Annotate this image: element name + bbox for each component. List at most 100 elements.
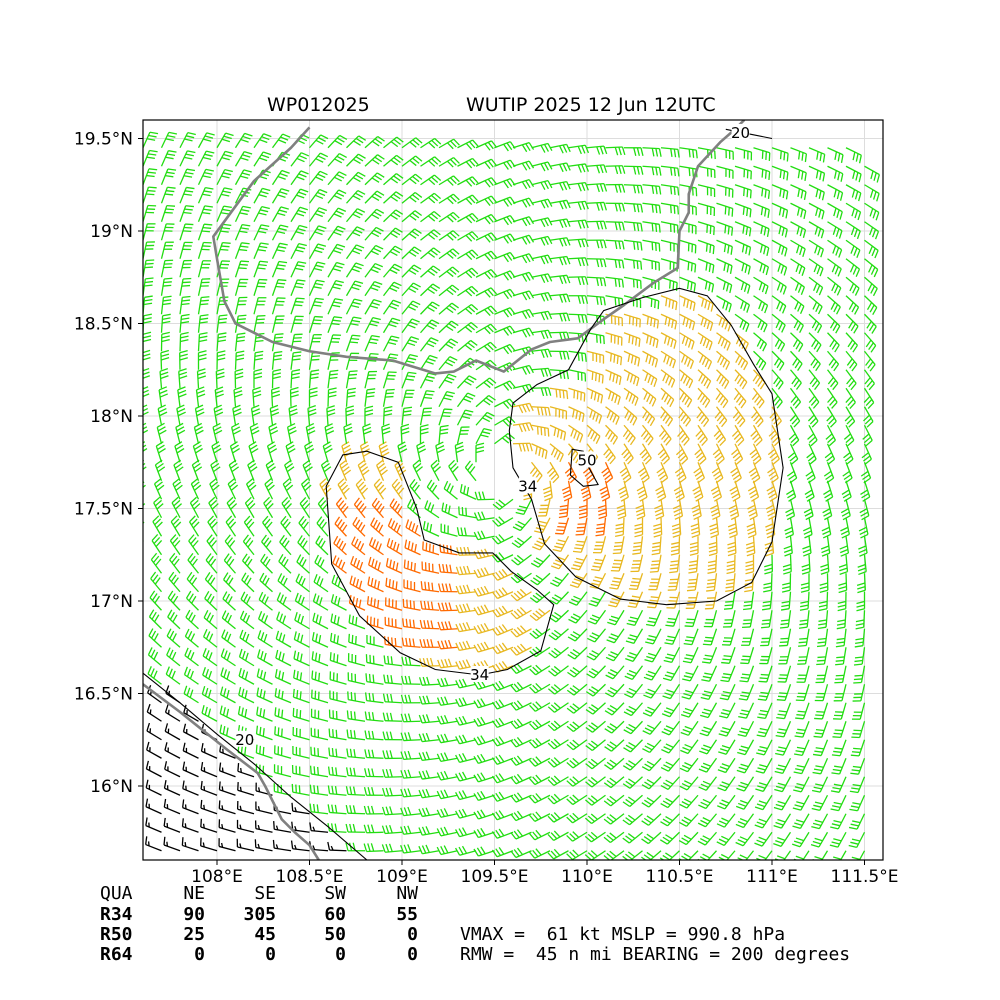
wind-barb <box>455 827 477 838</box>
wind-barb <box>363 805 384 815</box>
wind-barbs <box>143 131 880 860</box>
wind-barb <box>455 565 477 576</box>
wind-barb <box>528 848 551 859</box>
wind-barb <box>397 441 408 463</box>
wind-barb <box>531 235 553 246</box>
wind-barb <box>308 261 326 278</box>
wind-barb <box>257 630 273 648</box>
wind-barb <box>322 441 333 463</box>
wind-barb <box>515 498 533 516</box>
wind-barb <box>290 333 303 352</box>
wind-barb <box>531 254 553 265</box>
wind-barb <box>494 325 516 336</box>
wind-barb <box>197 350 207 370</box>
wind-barb <box>329 671 347 685</box>
wind-barb <box>512 327 535 338</box>
wind-barb <box>146 741 162 759</box>
wind-barb <box>345 823 366 833</box>
wind-barb <box>290 369 301 389</box>
wind-barb <box>382 768 403 778</box>
wind-barb <box>293 669 310 685</box>
wind-barb <box>176 404 186 426</box>
wind-barb <box>364 749 384 759</box>
wind-barb <box>473 772 495 783</box>
wind-barb <box>236 819 255 833</box>
wind-barb <box>179 241 193 259</box>
wind-barb <box>168 571 181 593</box>
wind-barb <box>382 731 403 741</box>
wind-barb <box>383 263 403 278</box>
wind-barb <box>401 336 420 352</box>
wind-barb <box>403 579 421 593</box>
y-tick-label: 17°N <box>90 592 133 612</box>
radii-row-label: R34 <box>100 904 133 925</box>
wind-barb <box>387 518 403 537</box>
wind-barb <box>464 460 477 482</box>
wind-barb <box>475 341 497 353</box>
wind-barb <box>335 497 349 519</box>
wind-barb <box>271 297 286 315</box>
wind-barb <box>438 424 449 444</box>
wind-barb <box>512 442 533 452</box>
wind-barb <box>492 516 514 527</box>
wind-barb <box>457 322 478 334</box>
wind-barb <box>475 232 498 243</box>
wind-barb <box>269 404 280 426</box>
wind-barb <box>364 190 385 204</box>
wind-barb <box>367 576 384 593</box>
wind-barb <box>289 386 299 407</box>
wind-barb <box>346 729 366 741</box>
radii-value: 45 <box>254 924 276 945</box>
wind-barb <box>402 618 421 630</box>
wind-barb <box>364 281 383 297</box>
wind-barb <box>216 205 232 223</box>
wind-barb <box>418 844 440 855</box>
wind-barb <box>327 369 339 389</box>
wind-barb <box>458 506 477 519</box>
y-tick-label: 17.5°N <box>74 500 133 520</box>
wind-barb <box>383 227 403 241</box>
wind-barb <box>254 820 273 833</box>
wind-barb <box>473 641 495 653</box>
wind-barb <box>220 648 236 667</box>
wind-barb <box>169 552 181 574</box>
wind-barb <box>475 305 497 317</box>
contour-label: 34 <box>518 477 537 495</box>
wind-barb <box>345 767 366 778</box>
wind-barb <box>473 846 495 857</box>
wind-barb <box>512 422 534 433</box>
wind-barb <box>143 131 159 149</box>
wind-barb <box>213 404 224 426</box>
wind-barb <box>531 291 553 302</box>
wind-barb <box>327 261 345 278</box>
wind-barb <box>216 350 226 370</box>
wind-barb <box>271 169 290 186</box>
wind-barb <box>512 160 535 171</box>
wind-barb <box>200 799 218 815</box>
wind-barb <box>364 692 384 704</box>
wind-barb <box>274 669 292 685</box>
wind-barb <box>346 153 366 167</box>
wind-barb <box>160 223 175 241</box>
wind-barb <box>170 515 182 537</box>
wind-barb <box>347 653 366 667</box>
wind-barb <box>329 652 347 667</box>
wind-barb <box>333 535 347 556</box>
wind-barb <box>181 818 199 833</box>
wind-barb <box>400 694 421 704</box>
wind-barb <box>327 171 347 186</box>
wind-barb <box>255 801 273 815</box>
x-tick-label: 110°E <box>561 867 613 887</box>
wind-barb <box>260 553 273 574</box>
wind-barb <box>473 827 495 839</box>
wind-barb <box>218 781 236 796</box>
wind-barb <box>145 760 162 778</box>
wind-barb <box>437 583 458 593</box>
wind-barb <box>420 247 441 260</box>
wind-barb <box>234 332 246 352</box>
wind-barb <box>149 590 162 611</box>
wind-barb <box>438 390 455 408</box>
wind-barb <box>328 728 347 741</box>
wind-barb <box>352 516 366 537</box>
wind-barb <box>285 441 296 463</box>
